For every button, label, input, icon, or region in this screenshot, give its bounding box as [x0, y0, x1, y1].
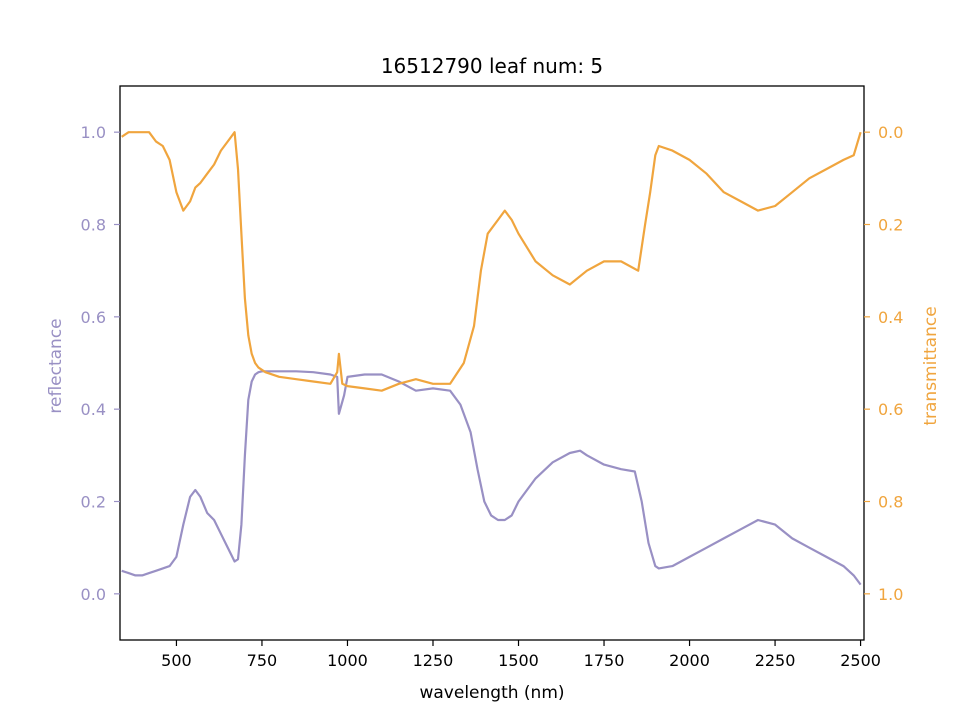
- y-right-tick-label: 0.6: [878, 400, 903, 419]
- y-axis-left-ticks: 0.0 0.2 0.4 0.6 0.8 1.0: [81, 123, 120, 604]
- x-tick-label: 1500: [498, 651, 539, 670]
- y-axis-right-ticks: 0.0 0.2 0.4 0.6 0.8 1.0: [864, 123, 903, 604]
- x-axis-label: wavelength (nm): [419, 683, 564, 703]
- x-tick-label: 1750: [584, 651, 625, 670]
- y-right-tick-label: 0.0: [878, 123, 903, 142]
- y-axis-right-label: transmittance: [921, 306, 941, 425]
- y-right-tick-label: 0.8: [878, 493, 903, 512]
- y-axis-left-label: reflectance: [46, 318, 66, 413]
- x-tick-label: 750: [247, 651, 278, 670]
- y-left-tick-label: 0.8: [81, 216, 106, 235]
- transmittance-line: [121, 131, 862, 392]
- y-right-tick-label: 1.0: [878, 585, 903, 604]
- x-tick-label: 1000: [327, 651, 368, 670]
- reflectance-line: [121, 370, 862, 586]
- series-layer: [121, 131, 862, 586]
- chart-title: 16512790 leaf num: 5: [381, 54, 603, 78]
- y-left-tick-label: 0.2: [81, 493, 106, 512]
- axes-frame: [119, 85, 865, 641]
- x-tick-label: 500: [161, 651, 192, 670]
- y-right-tick-label: 0.4: [878, 308, 903, 327]
- x-tick-label: 2500: [840, 651, 881, 670]
- x-tick-label: 2000: [669, 651, 710, 670]
- x-axis-ticks: 500 750 1000 1250 1500 1750 2000 2250 2500: [161, 640, 881, 670]
- y-left-tick-label: 1.0: [81, 123, 106, 142]
- x-tick-label: 2250: [755, 651, 796, 670]
- y-left-tick-label: 0.0: [81, 585, 106, 604]
- y-right-tick-label: 0.2: [878, 216, 903, 235]
- x-tick-label: 1250: [413, 651, 454, 670]
- y-left-tick-label: 0.4: [81, 400, 106, 419]
- y-left-tick-label: 0.6: [81, 308, 106, 327]
